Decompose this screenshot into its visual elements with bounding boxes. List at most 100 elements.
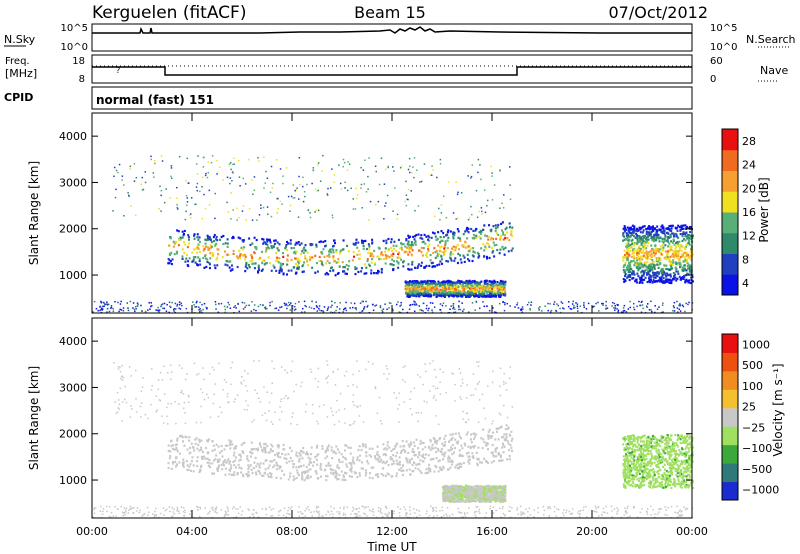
power-data-point xyxy=(295,241,298,244)
power-colorbar-segment xyxy=(722,274,738,296)
power-data-point xyxy=(656,280,659,283)
power-data-point xyxy=(537,307,540,309)
power-data-point xyxy=(478,291,481,294)
velocity-data-point xyxy=(398,456,401,459)
power-data-point xyxy=(682,227,685,230)
power-data-point xyxy=(669,263,672,267)
power-data-point xyxy=(665,272,668,275)
power-data-point xyxy=(439,303,442,305)
power-data-point xyxy=(371,238,374,241)
power-data-point xyxy=(652,261,655,264)
velocity-data-point xyxy=(457,432,460,435)
velocity-data-point xyxy=(234,446,237,449)
power-data-point xyxy=(691,275,694,279)
power-data-point xyxy=(468,279,471,282)
power-data-point xyxy=(158,207,160,210)
velocity-data-point xyxy=(227,458,230,461)
power-data-point xyxy=(354,208,357,210)
velocity-data-point xyxy=(232,454,235,457)
velocity-data-point xyxy=(206,457,209,460)
power-data-point xyxy=(679,310,682,312)
power-data-point xyxy=(385,239,388,242)
power-data-point xyxy=(503,281,506,284)
velocity-data-point xyxy=(170,444,173,448)
velocity-data-point xyxy=(176,450,179,453)
power-data-point xyxy=(196,233,199,236)
velocity-data-point xyxy=(213,472,216,475)
power-data-point xyxy=(485,279,488,282)
power-data-point xyxy=(676,257,679,260)
velocity-data-point xyxy=(224,459,227,462)
velocity-data-point xyxy=(459,437,462,440)
power-data-point xyxy=(630,245,633,248)
power-data-point xyxy=(301,307,304,310)
power-data-point xyxy=(302,248,305,251)
velocity-data-point xyxy=(424,453,427,456)
power-data-point xyxy=(292,251,295,254)
power-data-point xyxy=(480,286,483,290)
power-data-point xyxy=(626,226,629,229)
velocity-data-point xyxy=(467,500,470,503)
velocity-data-point xyxy=(332,451,335,454)
power-data-point xyxy=(677,250,680,253)
velocity-data-point xyxy=(419,470,422,473)
power-data-point xyxy=(683,275,686,279)
power-data-point xyxy=(447,283,450,286)
power-data-point xyxy=(229,269,232,272)
power-data-point xyxy=(168,253,171,257)
power-data-point xyxy=(499,282,502,285)
velocity-data-point xyxy=(376,445,379,448)
power-data-point xyxy=(322,310,324,312)
power-data-point xyxy=(207,171,210,174)
velocity-data-point xyxy=(448,440,451,443)
velocity-data-point xyxy=(302,464,305,467)
power-data-point xyxy=(331,168,333,170)
power-data-point xyxy=(452,232,455,235)
power-data-point xyxy=(661,237,664,240)
power-data-point xyxy=(626,268,629,271)
velocity-data-point xyxy=(392,459,395,463)
power-data-point xyxy=(277,261,280,264)
velocity-data-point xyxy=(238,466,241,469)
power-data-point xyxy=(686,261,689,264)
power-data-point xyxy=(150,155,152,158)
power-data-point xyxy=(680,225,683,228)
velocity-data-point xyxy=(417,447,420,450)
power-data-point xyxy=(491,246,494,249)
power-data-point xyxy=(501,202,503,205)
power-data-point xyxy=(201,185,203,188)
power-data-point xyxy=(367,251,370,254)
power-data-point xyxy=(271,187,274,189)
power-data-point xyxy=(169,237,172,240)
power-data-point xyxy=(463,291,466,294)
velocity-data-point xyxy=(298,452,301,455)
power-data-point xyxy=(483,189,486,191)
power-data-point xyxy=(321,264,324,267)
power-data-point xyxy=(99,306,101,308)
power-data-point xyxy=(441,284,444,287)
power-data-point xyxy=(209,252,212,255)
power-data-point xyxy=(170,167,173,169)
power-data-point xyxy=(244,306,246,309)
velocity-data-point xyxy=(387,464,390,467)
power-data-point xyxy=(436,283,439,286)
velocity-data-point xyxy=(403,449,406,452)
power-data-point xyxy=(173,310,175,312)
power-data-point xyxy=(650,254,653,257)
power-data-point xyxy=(628,230,631,233)
power-data-point xyxy=(658,228,661,231)
power-data-point xyxy=(685,302,688,305)
velocity-data-point xyxy=(258,464,261,467)
power-data-point xyxy=(450,305,452,307)
power-data-point xyxy=(446,286,449,289)
velocity-data-point xyxy=(271,445,274,448)
velocity-data-point xyxy=(230,467,233,470)
power-data-point xyxy=(368,248,371,251)
power-data-point xyxy=(99,305,102,307)
power-data-point xyxy=(214,244,217,247)
power-data-point xyxy=(427,245,430,248)
power-data-point xyxy=(196,182,199,185)
velocity-data-point xyxy=(261,474,264,477)
power-data-point xyxy=(672,261,675,264)
velocity-data-point xyxy=(447,460,450,463)
